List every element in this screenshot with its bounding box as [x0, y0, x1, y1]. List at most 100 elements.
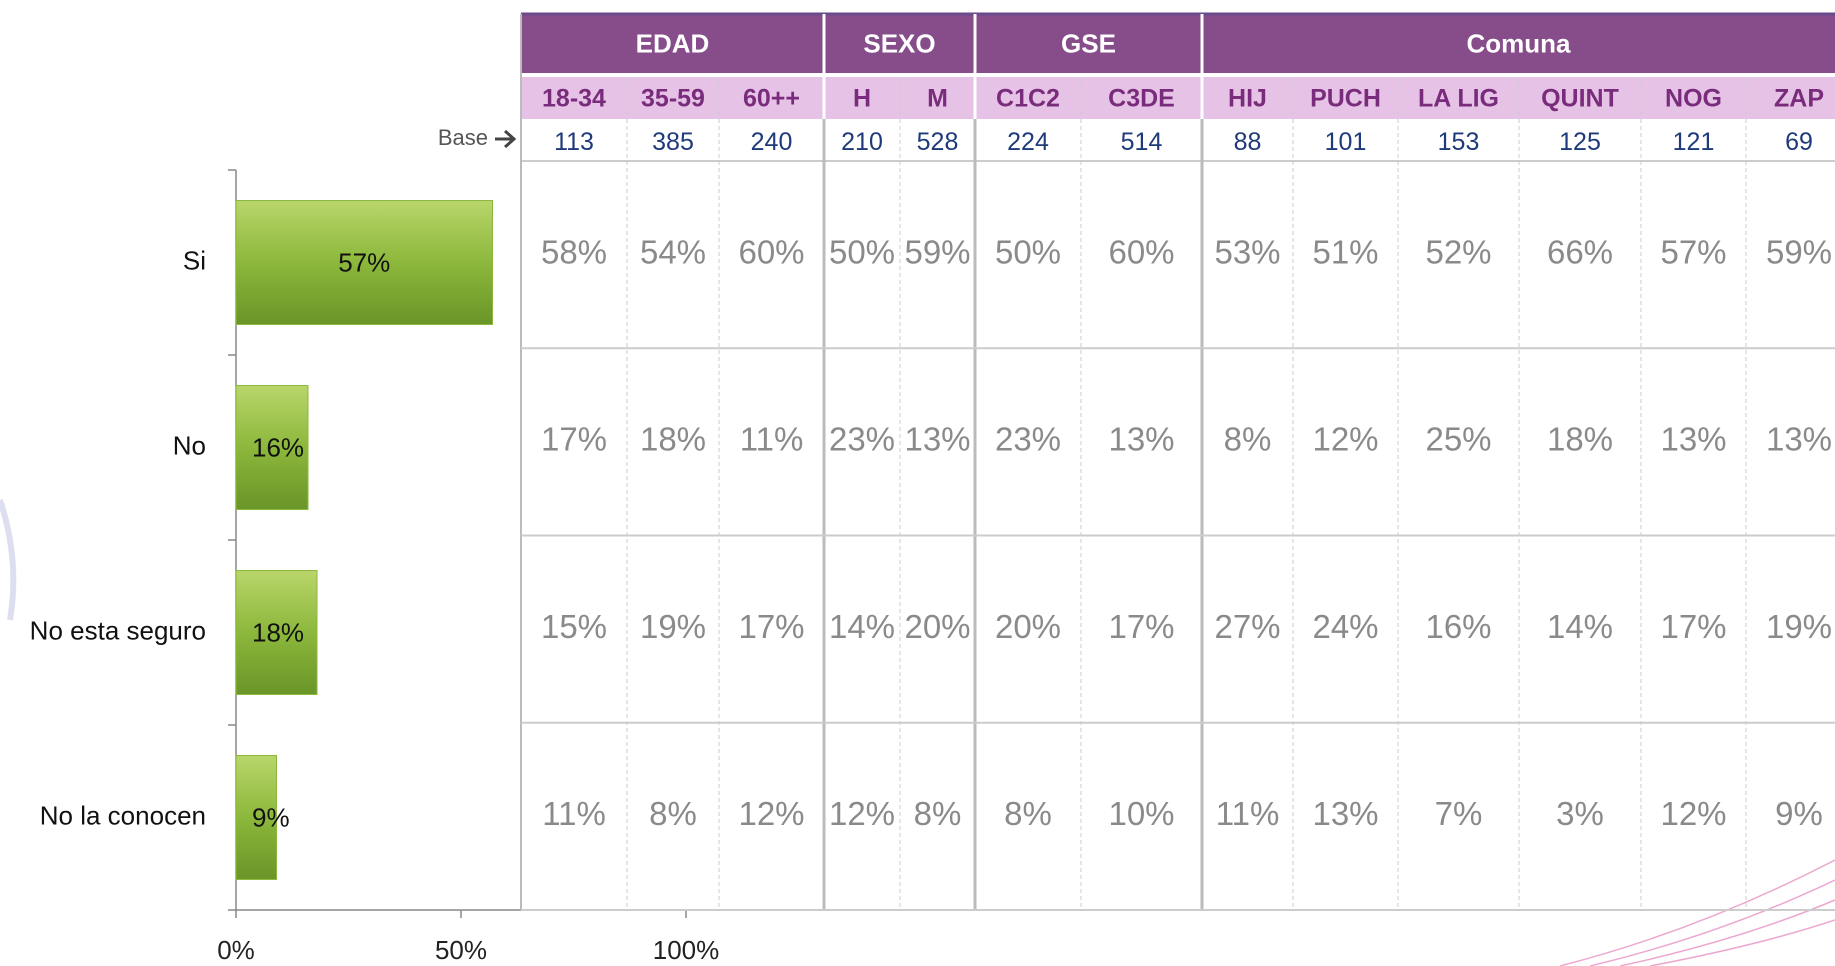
group-header-bg [521, 14, 1835, 73]
column-header: C3DE [1108, 85, 1175, 113]
cell-value: 59% [904, 233, 970, 270]
cell-value: 23% [995, 421, 1061, 458]
cell-value: 66% [1547, 233, 1613, 270]
category-label: No la conocen [40, 800, 206, 830]
cell-value: 8% [649, 795, 697, 832]
cell-value: 17% [1660, 608, 1726, 645]
cell-value: 13% [1660, 421, 1726, 458]
base-label: Base [438, 125, 488, 150]
group-header: EDAD [636, 28, 710, 58]
column-header: 60++ [743, 85, 800, 113]
cell-value: 12% [738, 795, 804, 832]
cell-value: 3% [1556, 795, 1604, 832]
base-value: 113 [554, 128, 594, 156]
base-value: 101 [1325, 128, 1367, 156]
cell-value: 11% [740, 421, 804, 458]
cell-value: 52% [1425, 233, 1491, 270]
column-header: C1C2 [996, 85, 1060, 113]
cell-value: 14% [1547, 608, 1613, 645]
cell-value: 59% [1766, 233, 1832, 270]
cell-value: 16% [1425, 608, 1491, 645]
category-label: No [173, 430, 206, 460]
cell-value: 19% [1766, 608, 1832, 645]
column-header: M [927, 85, 948, 113]
bar [235, 385, 309, 510]
value-label: 16% [252, 432, 304, 462]
base-value: 88 [1234, 128, 1262, 156]
base-value: 514 [1121, 128, 1163, 156]
cell-value: 25% [1425, 421, 1491, 458]
cell-value: 11% [542, 795, 606, 832]
base-value: 528 [917, 128, 959, 156]
category-label: Si [183, 245, 206, 275]
cell-value: 17% [1108, 608, 1174, 645]
cell-value: 13% [1108, 421, 1174, 458]
cell-value: 12% [1312, 421, 1378, 458]
decoration [0, 499, 1835, 966]
cell-value: 11% [1216, 795, 1280, 832]
cell-value: 15% [541, 608, 607, 645]
cell-value: 10% [1108, 795, 1174, 832]
cell-value: 17% [738, 608, 804, 645]
column-header: 35-59 [641, 85, 705, 113]
bar-shade [236, 200, 493, 325]
column-header: QUINT [1541, 85, 1619, 113]
cell-value: 8% [1224, 421, 1272, 458]
bar-shade [236, 755, 277, 880]
group-header: SEXO [863, 28, 935, 58]
cell-value: 12% [829, 795, 895, 832]
cell-value: 18% [1547, 421, 1613, 458]
bar [235, 200, 493, 325]
column-header: ZAP [1774, 85, 1824, 113]
x-tick-label: 50% [435, 935, 487, 965]
bar [235, 755, 277, 880]
cell-value: 50% [829, 233, 895, 270]
cell-value: 9% [1775, 795, 1823, 832]
bar-shade [236, 570, 317, 695]
cell-value: 14% [829, 608, 895, 645]
cell-value: 17% [541, 421, 607, 458]
cell-value: 54% [640, 233, 706, 270]
value-label: 9% [252, 802, 290, 832]
base-value: 240 [751, 128, 793, 156]
cell-value: 57% [1660, 233, 1726, 270]
column-header: H [853, 85, 871, 113]
cell-value: 24% [1312, 608, 1378, 645]
base-value: 210 [841, 128, 883, 156]
group-header: Comuna [1467, 28, 1572, 58]
cell-value: 12% [1660, 795, 1726, 832]
base-value: 69 [1785, 128, 1813, 156]
cell-value: 51% [1312, 233, 1378, 270]
cell-value: 27% [1214, 608, 1280, 645]
cell-value: 20% [904, 608, 970, 645]
column-header: 18-34 [542, 85, 606, 113]
base-value: 153 [1438, 128, 1480, 156]
x-tick-label: 0% [217, 935, 255, 965]
base-value: 224 [1007, 128, 1049, 156]
bar [235, 570, 318, 695]
cell-value: 8% [914, 795, 962, 832]
column-header: PUCH [1310, 85, 1381, 113]
cell-value: 7% [1435, 795, 1483, 832]
base-arrow [495, 129, 517, 149]
cell-value: 13% [1312, 795, 1378, 832]
base-value: 121 [1673, 128, 1715, 156]
cell-value: 60% [1108, 233, 1174, 270]
column-header: NOG [1665, 85, 1722, 113]
category-label: No esta seguro [30, 615, 206, 645]
column-header-bg [521, 77, 1835, 119]
x-tick-label: 100% [653, 935, 720, 965]
column-header: LA LIG [1418, 85, 1499, 113]
cell-value: 50% [995, 233, 1061, 270]
cell-value: 20% [995, 608, 1061, 645]
cell-value: 19% [640, 608, 706, 645]
cell-value: 23% [829, 421, 895, 458]
cell-value: 53% [1214, 233, 1280, 270]
base-value: 125 [1559, 128, 1601, 156]
cell-value: 8% [1004, 795, 1052, 832]
cell-value: 60% [738, 233, 804, 270]
group-header: GSE [1061, 28, 1116, 58]
cell-value: 13% [904, 421, 970, 458]
